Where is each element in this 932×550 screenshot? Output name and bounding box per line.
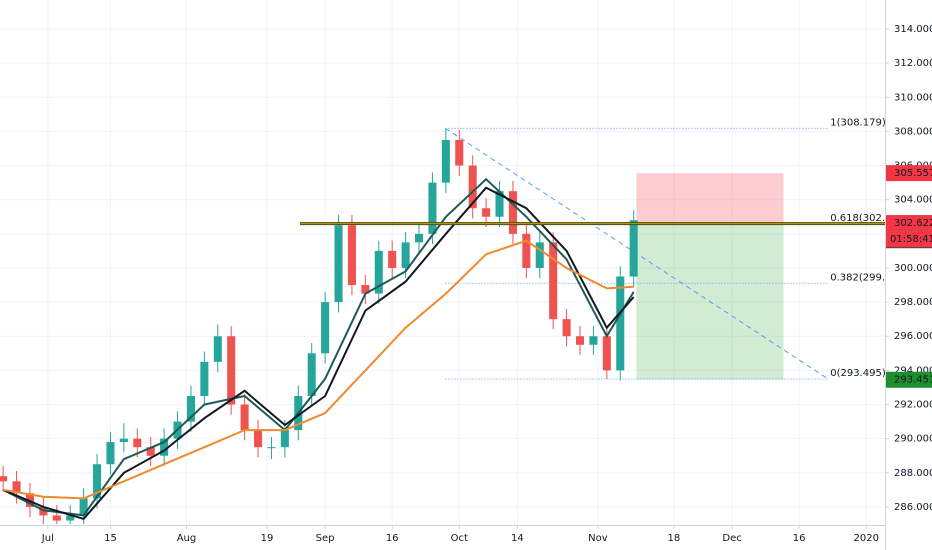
price-badge-label: 302.622 bbox=[894, 218, 932, 229]
candle-body bbox=[549, 242, 558, 320]
candle-body bbox=[602, 336, 611, 371]
candle-body bbox=[106, 442, 115, 465]
candle-body bbox=[227, 336, 236, 405]
candle-body bbox=[589, 336, 598, 345]
candle-body bbox=[535, 242, 544, 268]
candle-body bbox=[146, 447, 155, 456]
candle-body bbox=[334, 225, 343, 303]
candle-body bbox=[616, 276, 625, 371]
candle-body bbox=[119, 438, 128, 443]
moving-average bbox=[2, 177, 635, 517]
candle-body bbox=[0, 476, 8, 482]
candle-body bbox=[495, 191, 504, 217]
y-tick-label: 298.000 bbox=[894, 297, 932, 308]
pane: 1(308.179) 0.618(302.570) 0.382(299.104) 0(… bbox=[0, 117, 908, 524]
x-tick-label: 19 bbox=[261, 533, 274, 544]
candle-body bbox=[307, 353, 316, 396]
candle-body bbox=[482, 208, 491, 217]
candle-body bbox=[93, 464, 102, 499]
candle-body bbox=[12, 481, 21, 494]
y-tick-label: 300.000 bbox=[894, 263, 932, 274]
x-tick-label: 16 bbox=[793, 533, 806, 544]
candle-body bbox=[468, 165, 477, 209]
fib-label: 0.618(302.570) bbox=[830, 213, 908, 224]
fib-label: 0.382(299.104) bbox=[830, 272, 908, 283]
y-tick-label: 286.000 bbox=[894, 502, 932, 513]
x-tick-label: Nov bbox=[588, 533, 608, 544]
candle-body bbox=[374, 250, 383, 294]
x-tick-label: 18 bbox=[668, 533, 681, 544]
candle-body bbox=[629, 220, 638, 277]
price-badge-label: 293.451 bbox=[894, 375, 932, 386]
y-tick-label: 288.000 bbox=[894, 468, 932, 479]
x-tick-label: 2020 bbox=[853, 533, 878, 544]
stop-zone bbox=[636, 173, 784, 224]
x-tick-label: Dec bbox=[722, 533, 741, 544]
candle-body bbox=[388, 250, 397, 268]
candle-body bbox=[428, 182, 437, 234]
candle-body bbox=[347, 225, 356, 286]
x-tick-label: 15 bbox=[104, 533, 117, 544]
candle-body bbox=[562, 319, 571, 337]
candle-body bbox=[79, 498, 88, 516]
candle-body bbox=[52, 515, 61, 521]
candle-body bbox=[133, 438, 142, 448]
candle-body bbox=[414, 233, 424, 243]
y-tick-label: 304.000 bbox=[894, 195, 932, 206]
countdown: 01:58:41 bbox=[890, 234, 932, 245]
x-tick-label: 16 bbox=[386, 533, 399, 544]
candle-body bbox=[455, 139, 464, 166]
y-tick-label: 290.000 bbox=[894, 434, 932, 445]
price-badge bbox=[886, 371, 932, 388]
x-tick-label: Aug bbox=[177, 533, 197, 544]
y-tick-label: 308.000 bbox=[894, 126, 932, 137]
y-tick-label: 294.000 bbox=[894, 365, 932, 376]
candle-body bbox=[401, 242, 410, 268]
candle-body bbox=[321, 302, 330, 354]
candle-body bbox=[361, 285, 370, 294]
moving-average bbox=[2, 239, 634, 500]
candle-body bbox=[267, 447, 276, 449]
candle-body bbox=[240, 404, 249, 431]
candle-body bbox=[508, 191, 517, 234]
y-tick-label: 310.000 bbox=[894, 92, 932, 103]
y-tick-label: 312.000 bbox=[894, 58, 932, 69]
x-tick-label: Oct bbox=[451, 533, 468, 544]
candle-body bbox=[160, 438, 169, 456]
price-badge bbox=[886, 215, 932, 232]
y-tick-label: 292.000 bbox=[894, 400, 932, 411]
y-tick-label: 314.000 bbox=[894, 24, 932, 35]
fib-label: 1(308.179) bbox=[830, 117, 886, 128]
candle-body bbox=[254, 430, 263, 448]
candle-body bbox=[575, 336, 585, 345]
fib-label: 0(293.495) bbox=[830, 368, 886, 379]
candle-body bbox=[25, 493, 34, 507]
price-badge bbox=[886, 165, 932, 182]
candle-body bbox=[186, 395, 195, 422]
candle-body bbox=[66, 515, 75, 521]
candle-body bbox=[441, 139, 450, 183]
candle-body bbox=[213, 336, 222, 362]
x-tick-label: Sep bbox=[316, 533, 335, 544]
candle-body bbox=[522, 233, 531, 268]
candle-body bbox=[280, 430, 289, 448]
price-badge-label: 305.557 bbox=[894, 168, 932, 179]
candle-body bbox=[200, 361, 209, 396]
y-tick-label: 296.000 bbox=[894, 331, 932, 342]
countdown-badge bbox=[886, 231, 932, 248]
x-tick-label: 14 bbox=[511, 533, 524, 544]
x-tick-label: Jul bbox=[41, 533, 54, 544]
